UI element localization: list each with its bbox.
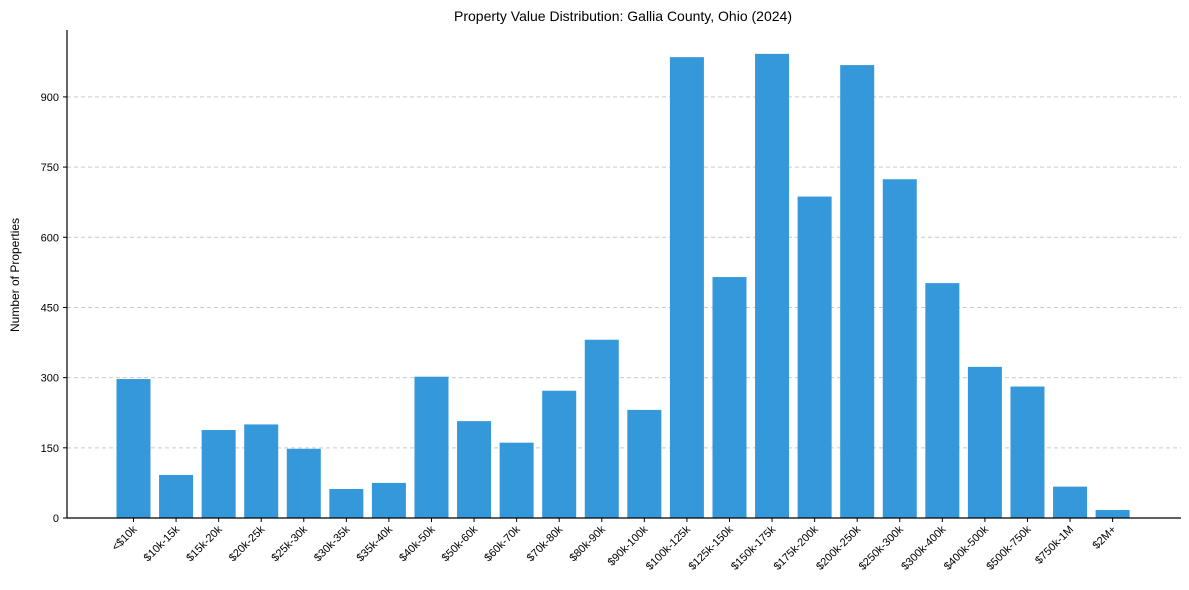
x-tick-label: $25k-30k [269, 523, 310, 564]
bar [1010, 386, 1045, 518]
y-axis-label: Number of Properties [8, 218, 22, 332]
grid-lines [67, 96, 1181, 449]
bar [925, 283, 960, 518]
x-tick-label: $30k-35k [312, 523, 353, 564]
axes [66, 30, 1181, 519]
x-tick-label: $200k-250k [814, 523, 863, 572]
x-tick-label: $125k-150k [686, 523, 735, 572]
bar [967, 366, 1002, 518]
bar [499, 442, 534, 518]
x-tick-label: <$10k [110, 523, 140, 553]
x-tick-label: $70k-80k [525, 523, 566, 564]
bar [116, 379, 151, 518]
x-tick-label: $250k-300k [857, 523, 906, 572]
bar [627, 409, 662, 518]
bar [371, 482, 406, 518]
y-tick-label: 900 [41, 92, 59, 104]
bar [584, 339, 619, 518]
bar [329, 488, 364, 518]
x-tick-label: $20k-25k [227, 523, 268, 564]
x-tick-label: $10k-15k [142, 523, 183, 564]
bar [882, 179, 917, 518]
x-tick-label: $150k-175k [729, 523, 778, 572]
chart-title: Property Value Distribution: Gallia Coun… [454, 8, 792, 24]
x-tick-label: $60k-70k [482, 523, 523, 564]
bar [201, 430, 236, 518]
x-tick-label: $500k-750k [984, 523, 1033, 572]
bar [1053, 486, 1088, 518]
bar [712, 277, 747, 518]
x-tick-label: $35k-40k [355, 523, 396, 564]
x-tick-label: $300k-400k [899, 523, 948, 572]
bar [414, 376, 449, 518]
x-tick-label: $50k-60k [440, 523, 481, 564]
y-tick-label: 0 [53, 513, 59, 525]
bar [244, 424, 279, 518]
x-tick-label: $2M+ [1091, 524, 1119, 552]
bar [457, 421, 492, 518]
bar [797, 196, 832, 518]
bar [159, 474, 194, 518]
x-tick-label: $175k-200k [772, 523, 821, 572]
bar [840, 65, 875, 519]
bar [1095, 510, 1130, 518]
y-ticks: 0 150 300 450 600 750 900 [41, 92, 67, 525]
y-tick-label: 450 [41, 302, 59, 314]
x-ticks: <$10k $10k-15k $15k-20k $20k-25k $25k-30k $30… [110, 518, 1119, 573]
bars [116, 53, 1130, 519]
bar [755, 53, 790, 518]
x-tick-label: $15k-20k [184, 523, 225, 564]
y-tick-label: 300 [41, 373, 59, 385]
x-tick-label: $40k-50k [397, 523, 438, 564]
bar [286, 448, 321, 518]
y-tick-label: 750 [41, 162, 59, 174]
y-tick-label: 150 [41, 443, 59, 455]
x-tick-label: $750k-1M [1033, 524, 1076, 567]
x-tick-label: $400k-500k [942, 523, 991, 572]
x-tick-label: $90k-100k [606, 523, 651, 568]
x-tick-label: $80k-90k [567, 523, 608, 564]
y-tick-label: 600 [41, 232, 59, 244]
x-tick-label: $100k-125k [644, 523, 693, 572]
bar [669, 57, 704, 518]
bar [542, 390, 577, 518]
